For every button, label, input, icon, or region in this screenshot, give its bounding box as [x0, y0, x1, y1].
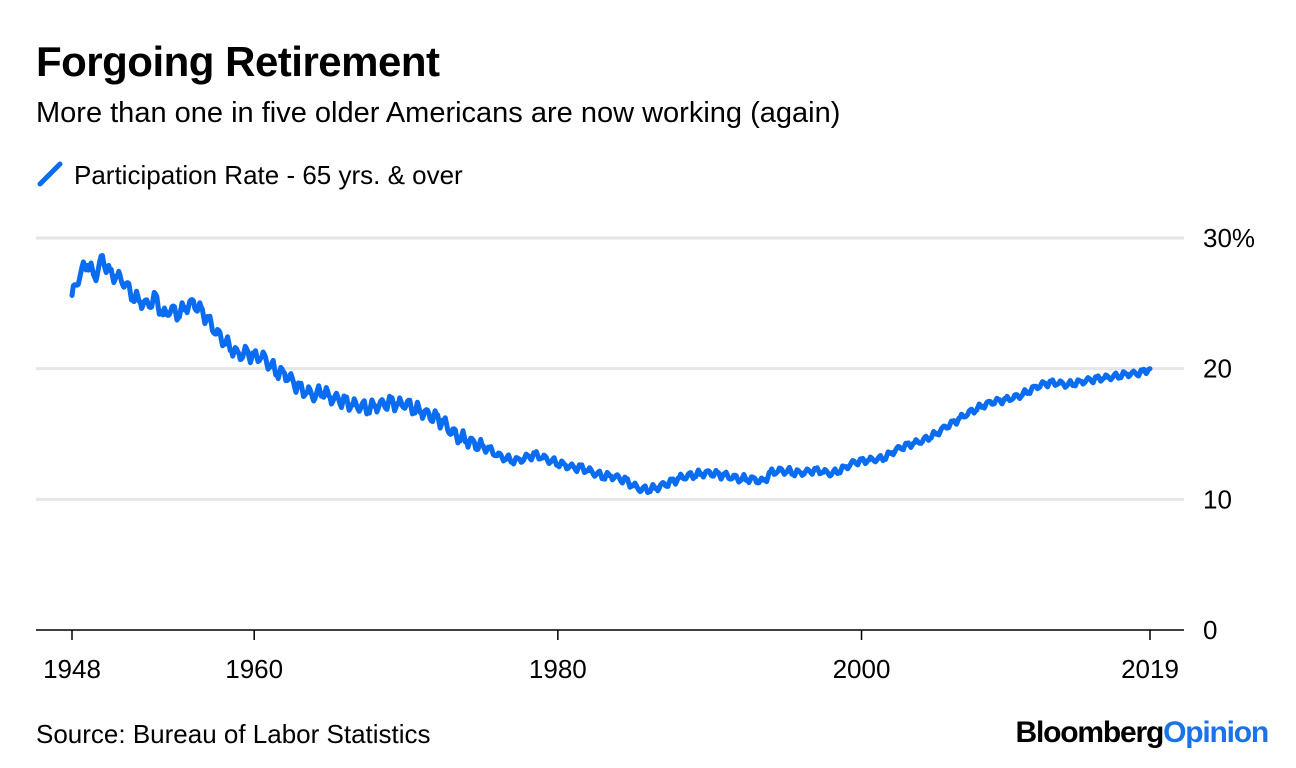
series-line-0 [69, 253, 1153, 495]
brand-logo-part2: Opinion [1163, 716, 1269, 749]
x-tick-label: 2000 [833, 654, 891, 684]
source-note: Source: Bureau of Labor Statistics [36, 719, 431, 749]
y-tick-label: 30% [1203, 223, 1255, 253]
chart-subtitle: More than one in five older Americans ar… [36, 97, 841, 129]
brand-logo-part1: Bloomberg [1015, 716, 1165, 749]
y-tick-label: 0 [1203, 615, 1217, 645]
legend-label: Participation Rate - 65 yrs. & over [74, 159, 463, 190]
y-tick-label: 20 [1203, 354, 1232, 384]
x-tick-label: 1960 [225, 654, 283, 684]
chart-title: Forgoing Retirement [36, 38, 440, 85]
x-tick-label: 2019 [1121, 654, 1179, 684]
y-tick-label: 10 [1203, 484, 1232, 514]
brand-logo: BloombergOpinion [1015, 716, 1270, 750]
chart-legend: Participation Rate - 65 yrs. & over [36, 158, 463, 192]
legend-line-icon [37, 161, 63, 187]
x-tick-label: 1980 [529, 654, 587, 684]
x-tick-label: 1948 [43, 654, 101, 684]
